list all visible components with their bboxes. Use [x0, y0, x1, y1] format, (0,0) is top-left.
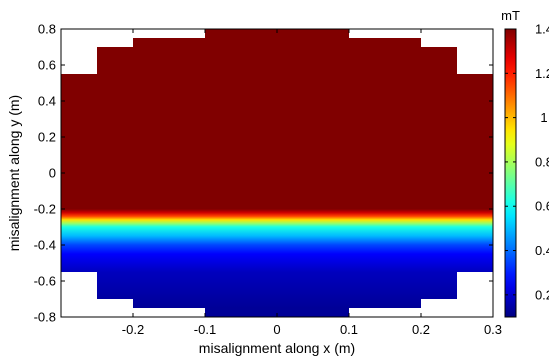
field-region — [61, 29, 493, 317]
y-tick-label: 0 — [49, 166, 56, 181]
colorbar-tick-label: 1 — [540, 110, 547, 125]
x-axis-ticks: -0.2 -0.1 0 0.1 0.2 0.3 — [122, 29, 502, 337]
y-tick-label: -0.6 — [34, 274, 56, 289]
y-tick-label: 0.4 — [38, 94, 56, 109]
y-tick-label: -0.4 — [34, 238, 56, 253]
colorbar-ticks: 1.4 1.2 1 0.8 0.6 0.4 0.2 — [505, 22, 549, 302]
y-tick-label: 0.6 — [38, 58, 56, 73]
x-tick-label: 0.3 — [484, 322, 502, 337]
x-tick-label: 0 — [273, 322, 280, 337]
colorbar: mT 1.4 1.2 1 0.8 0.6 0.4 0.2 — [501, 8, 549, 318]
colorbar-tick-label: 0.4 — [535, 243, 549, 258]
x-axis-label: misalignment along x (m) — [199, 340, 355, 356]
colorbar-tick-label: 0.6 — [535, 199, 549, 214]
y-axis-label: misalignment along y (m) — [6, 95, 22, 251]
colorbar-tick-label: 1.4 — [535, 22, 549, 37]
y-tick-label: 0.8 — [38, 22, 56, 37]
colorbar-tick-label: 1.2 — [535, 66, 549, 81]
x-tick-label: 0.2 — [412, 322, 430, 337]
colorbar-unit: mT — [501, 8, 520, 23]
x-tick-label: 0.1 — [340, 322, 358, 337]
y-tick-label: -0.2 — [34, 202, 56, 217]
x-tick-label: -0.1 — [194, 322, 216, 337]
plot-area: -0.2 -0.1 0 0.1 0.2 0.3 0.8 0.6 0.4 0.2 0 -0.2 -0.4… — [34, 22, 502, 338]
y-axis-ticks: 0.8 0.6 0.4 0.2 0 -0.2 -0.4 -0.6 -0.8 — [34, 22, 493, 325]
colorbar-tick-label: 0.8 — [535, 154, 549, 169]
colorbar-scale — [504, 28, 517, 318]
x-tick-label: -0.2 — [122, 322, 144, 337]
colorbar-tick-label: 0.2 — [535, 287, 549, 302]
y-tick-label: 0.2 — [38, 130, 56, 145]
y-tick-label: -0.8 — [34, 310, 56, 325]
